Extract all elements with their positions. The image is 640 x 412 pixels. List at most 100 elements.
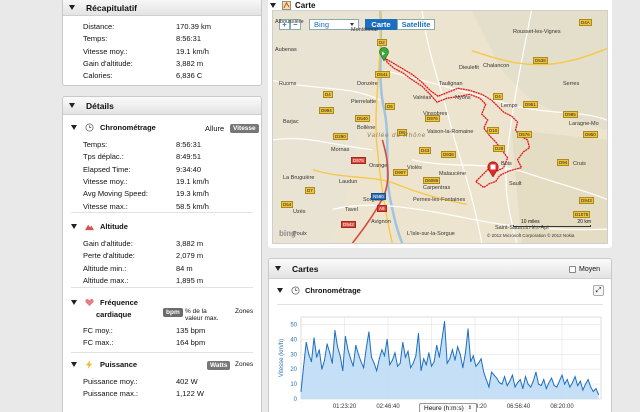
collapse-icon[interactable] [71,362,77,367]
speed-data-point [522,388,524,390]
details-title: Détails [86,100,114,111]
speed-data-point [491,371,493,373]
map-road-badge: D951 [523,101,538,108]
bpm-toggle[interactable]: bpm [163,308,183,317]
x-axis-select[interactable]: Heure (h:m:s) ⇕ [419,403,477,412]
collapse-icon[interactable] [277,288,283,293]
map-town-label: Sault [509,181,522,187]
map-header[interactable]: Carte [270,0,315,10]
speed-data-point [370,356,372,358]
collapse-icon[interactable] [275,266,281,271]
collapse-icon[interactable] [270,2,276,8]
speed-data-point [571,382,573,384]
details-header[interactable]: Détails [63,97,261,115]
collapse-icon[interactable] [71,125,77,130]
collapse-icon[interactable] [69,103,75,108]
scale-km: 20 km [577,219,591,225]
stat-value: 3,882 m [176,58,204,68]
pct-option-1[interactable]: % de la [185,308,207,315]
map-town-label: Violès [407,165,422,171]
power-section-title[interactable]: Puissance [71,360,137,369]
map-road-badge: D942 [341,221,356,228]
start-marker-icon[interactable] [379,47,389,61]
zoom-in-button[interactable]: + [279,19,290,30]
map-town-label: Barjac [283,119,299,125]
y-tick-label: 40 [290,337,297,343]
expand-icon[interactable]: ⤢ [593,285,604,296]
map-town-label: Lemps [501,103,518,109]
stat-row: FC moy.: 135 bpm [83,325,251,336]
moyen-label[interactable]: Moyen [579,266,601,273]
map-road-badge: D5 [385,103,395,110]
vitesse-toggle[interactable]: Vitesse [230,124,259,133]
chrono-section-title[interactable]: Chronométrage [71,123,156,132]
speed-data-point [467,328,469,330]
chart-subheader[interactable]: Chronométrage [277,286,361,295]
heart-section-title[interactable]: Fréquence [71,298,138,307]
pct-option-2[interactable]: valeur max. [185,315,219,322]
power-zones-label[interactable]: Zones [235,361,254,368]
speed-data-point [493,374,495,376]
stat-value: 402 W [176,377,198,386]
view-carte-button[interactable]: Carte [365,19,397,30]
speed-data-point [433,361,435,363]
heart-zones-label[interactable]: Zones [235,308,254,315]
map-town-label: Saint-Saturnin-lès-Apt [495,225,549,231]
zoom-out-button[interactable]: − [290,19,301,30]
stat-row: Puissance moy.: 402 W [83,376,251,387]
speed-data-point [470,361,472,363]
watts-toggle[interactable]: Watts [207,361,231,370]
view-satellite-button[interactable]: Satellite [397,19,435,30]
map-canvas[interactable]: + − Bing Carte Satellite Montélimar Dieul… [272,10,608,244]
collapse-icon[interactable] [71,300,77,305]
stat-row: Elapsed Time: 9:34:40 [83,164,251,175]
map-provider-select[interactable]: Bing [309,19,359,30]
charts-header[interactable]: Cartes Moyen [269,259,611,279]
speed-chart[interactable]: 0102030405001:23:2002:46:4004:10:0005:33… [271,309,611,412]
map-town-label: Serres [563,81,580,87]
map-town-label: L'Isle-sur-la-Sorgue [407,231,455,237]
end-marker-icon[interactable] [487,161,499,177]
speed-data-point [368,331,370,333]
map-town-label: Rousset-les-Vignes [513,29,561,35]
stat-label: FC moy.: [83,326,113,335]
speed-data-point [504,376,506,378]
moyen-checkbox[interactable] [569,266,576,273]
altitude-title: Altitude [100,222,128,231]
speed-data-point [404,356,406,358]
stat-label: Tps déplac.: [83,152,124,162]
map-road-badge: D4 [323,91,333,98]
speed-data-point [423,358,425,360]
map-road-badge: D7 [305,187,315,194]
stat-label: Altitude min.: [83,263,127,273]
speed-data-point [556,386,558,388]
recap-header[interactable]: Récapitulatif [63,0,261,16]
map-town-label: Orange [369,163,388,169]
map-road-badge: D950 [583,131,598,138]
allure-label[interactable]: Allure [205,124,225,133]
stat-value: 1,895 m [176,275,204,285]
x-axis-select-value: Heure (h:m:s) [424,404,464,412]
speed-data-point [329,352,331,354]
map-road-badge: D938 [441,151,456,158]
map-town-label: Vaison-la-Romaine [427,129,474,135]
speed-data-point [337,346,339,348]
stat-value: 6,836 C [176,71,203,81]
map-road-badge: D907 [393,169,408,176]
stat-value: 9:34:40 [176,164,202,174]
collapse-icon[interactable] [69,5,75,10]
speed-data-point [305,341,307,343]
clock-icon [291,286,300,295]
speed-series-area [301,321,599,399]
collapse-icon[interactable] [71,224,77,229]
altitude-section-title[interactable]: Altitude [71,222,128,231]
y-axis-label: Vitesse (km/h) [279,339,285,377]
speed-data-point [459,353,461,355]
map-town-label: Aubenas [275,47,297,53]
map-road-badge: D540 [355,115,370,122]
speed-data-point [532,380,534,382]
map-town-label: Cruis [573,161,586,167]
speed-data-point [373,362,375,364]
map-road-badge: D975 [351,157,366,164]
heart-title-2: cardiaque [96,310,132,319]
